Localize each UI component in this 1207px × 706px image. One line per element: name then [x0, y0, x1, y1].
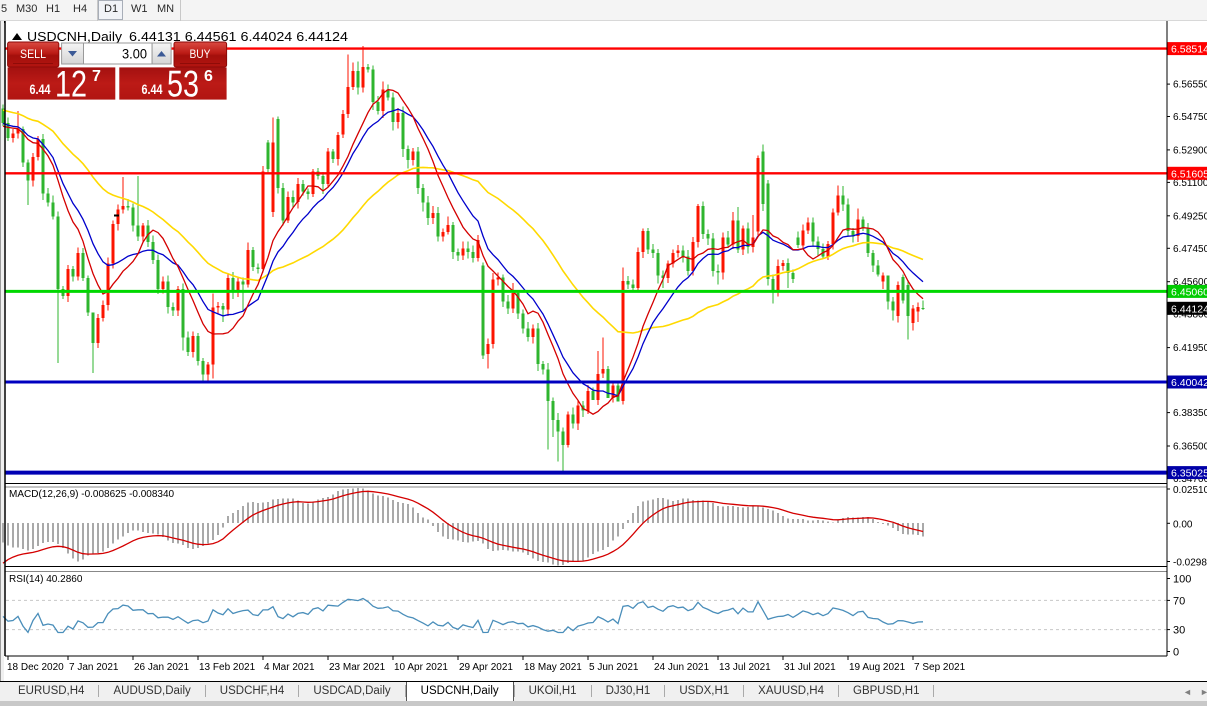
svg-text:6.58514: 6.58514 [1171, 44, 1207, 56]
svg-text:70: 70 [1173, 595, 1185, 607]
svg-text:6.35025: 6.35025 [1171, 468, 1207, 480]
svg-text:13 Jul 2021: 13 Jul 2021 [719, 662, 771, 673]
svg-text:SELL: SELL [20, 47, 46, 61]
svg-text:6.51605: 6.51605 [1171, 168, 1207, 180]
svg-text:26 Jan 2021: 26 Jan 2021 [134, 662, 189, 673]
svg-text:6.45600: 6.45600 [1173, 277, 1207, 288]
svg-text:6.47450: 6.47450 [1173, 244, 1207, 255]
svg-text:6: 6 [204, 68, 213, 85]
svg-text:29 Apr 2021: 29 Apr 2021 [459, 662, 513, 673]
svg-text:RSI(14) 40.2860: RSI(14) 40.2860 [9, 574, 83, 585]
svg-text:6.56550: 6.56550 [1173, 80, 1207, 91]
svg-text:6.51100: 6.51100 [1173, 178, 1207, 189]
svg-text:6.44: 6.44 [142, 81, 163, 97]
svg-text:6.49250: 6.49250 [1173, 211, 1207, 222]
svg-text:-0.029888: -0.029888 [1173, 558, 1207, 569]
svg-text:30: 30 [1173, 625, 1185, 637]
svg-text:6.34700: 6.34700 [1173, 474, 1207, 485]
svg-text:6.54750: 6.54750 [1173, 112, 1207, 123]
svg-text:10 Apr 2021: 10 Apr 2021 [394, 662, 448, 673]
svg-text:18 Dec 2020: 18 Dec 2020 [7, 662, 64, 673]
svg-text:12: 12 [55, 64, 87, 105]
svg-text:6.52900: 6.52900 [1173, 145, 1207, 156]
svg-text:6.44: 6.44 [30, 81, 51, 97]
svg-text:100: 100 [1173, 574, 1191, 586]
svg-text:5 Jun 2021: 5 Jun 2021 [589, 662, 639, 673]
svg-text:7: 7 [92, 68, 101, 85]
svg-text:4 Mar 2021: 4 Mar 2021 [264, 662, 315, 673]
svg-text:6.36500: 6.36500 [1173, 442, 1207, 453]
svg-text:13 Feb 2021: 13 Feb 2021 [199, 662, 256, 673]
svg-text:0: 0 [1173, 647, 1179, 659]
svg-text:6.38350: 6.38350 [1173, 408, 1207, 419]
svg-text:7 Sep 2021: 7 Sep 2021 [914, 662, 966, 673]
svg-text:19 Aug 2021: 19 Aug 2021 [849, 662, 906, 673]
svg-text:0.025108: 0.025108 [1173, 485, 1207, 496]
svg-text:18 May 2021: 18 May 2021 [524, 662, 582, 673]
svg-text:6.45060: 6.45060 [1171, 286, 1207, 298]
svg-text:MACD(12,26,9) -0.008625 -0.008: MACD(12,26,9) -0.008625 -0.008340 [9, 489, 175, 500]
svg-text:31 Jul 2021: 31 Jul 2021 [784, 662, 836, 673]
svg-text:0.00: 0.00 [1173, 519, 1193, 530]
svg-text:53: 53 [167, 64, 199, 105]
svg-text:BUY: BUY [190, 47, 211, 61]
svg-text:USDCNH,Daily: USDCNH,Daily [27, 29, 123, 44]
svg-text:6.41950: 6.41950 [1173, 343, 1207, 354]
svg-text:6.44124: 6.44124 [1171, 303, 1207, 315]
svg-text:6.44131 6.44561 6.44024 6.4412: 6.44131 6.44561 6.44024 6.44124 [129, 29, 348, 44]
svg-text:6.40042: 6.40042 [1171, 377, 1207, 389]
svg-text:23 Mar 2021: 23 Mar 2021 [329, 662, 386, 673]
svg-text:3.00: 3.00 [122, 46, 147, 62]
svg-text:7 Jan 2021: 7 Jan 2021 [69, 662, 119, 673]
svg-text:24 Jun 2021: 24 Jun 2021 [654, 662, 709, 673]
svg-text:6.43800: 6.43800 [1173, 310, 1207, 321]
